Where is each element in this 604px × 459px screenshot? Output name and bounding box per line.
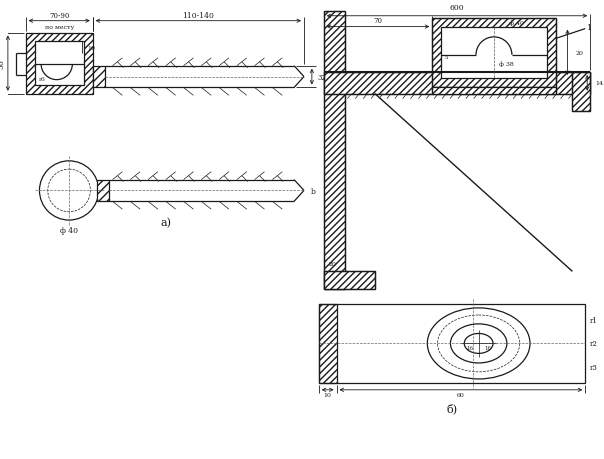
Text: б): б): [446, 403, 458, 413]
Bar: [441, 28, 547, 79]
Text: 60: 60: [457, 392, 465, 397]
Bar: [324, 73, 590, 95]
Bar: [324, 272, 375, 290]
Bar: [324, 12, 345, 290]
Text: r2: r2: [590, 340, 598, 347]
Text: 70: 70: [373, 17, 382, 25]
Text: r6: r6: [39, 77, 46, 82]
Text: b: b: [311, 188, 316, 196]
Text: 50: 50: [0, 59, 5, 69]
Bar: [432, 19, 556, 88]
Bar: [324, 272, 375, 290]
Text: 1: 1: [587, 23, 593, 32]
Bar: [34, 42, 84, 86]
Text: r1: r1: [590, 316, 598, 324]
Text: а): а): [160, 218, 172, 228]
Bar: [93, 67, 104, 88]
Text: 600: 600: [449, 4, 464, 12]
Text: ф 40: ф 40: [60, 226, 78, 235]
Text: 5: 5: [445, 55, 448, 60]
Text: r3: r3: [590, 364, 598, 371]
Text: 32: 32: [318, 73, 327, 81]
Text: 20: 20: [329, 262, 336, 267]
Bar: [319, 304, 336, 383]
Text: 10: 10: [324, 392, 332, 397]
Bar: [25, 34, 93, 95]
Text: по месту: по месту: [45, 25, 74, 30]
Bar: [319, 304, 585, 383]
Text: 10: 10: [87, 46, 95, 51]
Circle shape: [39, 162, 98, 221]
Bar: [573, 73, 590, 112]
Text: ф 40: ф 40: [509, 21, 524, 27]
Bar: [432, 88, 556, 95]
Text: 16: 16: [466, 345, 474, 350]
Text: 14: 14: [595, 81, 603, 86]
Bar: [573, 73, 590, 112]
Bar: [324, 12, 345, 290]
Ellipse shape: [428, 308, 530, 379]
Bar: [324, 73, 590, 95]
Text: 70-90: 70-90: [49, 12, 69, 20]
Bar: [432, 19, 556, 88]
Text: ф 38: ф 38: [499, 61, 514, 67]
Text: 16: 16: [484, 345, 491, 350]
Text: 20: 20: [576, 50, 583, 56]
Text: 110-140: 110-140: [182, 12, 214, 20]
Bar: [97, 180, 109, 202]
